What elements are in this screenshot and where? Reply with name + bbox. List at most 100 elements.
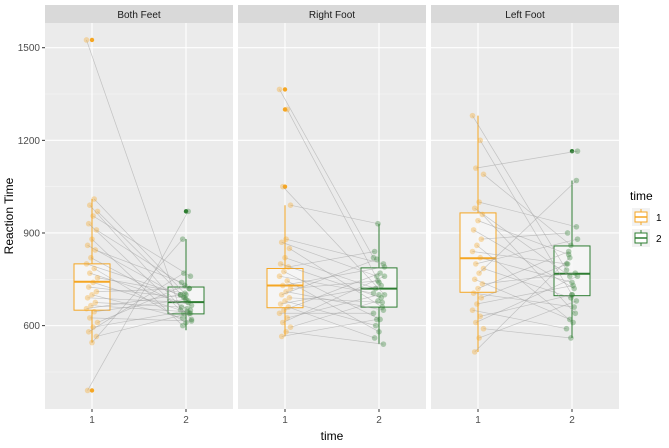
subject-pair-line xyxy=(97,285,186,323)
subject-pair-line xyxy=(483,268,572,299)
data-point-time-1 xyxy=(85,220,92,227)
subject-pair-line xyxy=(480,257,573,283)
data-point-time-2 xyxy=(188,318,195,324)
box-outlier-point xyxy=(89,388,95,393)
data-point-time-2 xyxy=(182,282,188,289)
data-point-time-2 xyxy=(563,267,570,273)
subject-pair-line xyxy=(89,272,192,306)
data-point-time-1 xyxy=(90,213,96,219)
subject-pair-line xyxy=(481,232,568,240)
data-point-time-2 xyxy=(184,305,190,312)
subject-pair-line xyxy=(289,297,383,303)
subject-pair-line xyxy=(289,248,383,308)
subject-pair-line xyxy=(288,251,375,268)
data-point-time-2 xyxy=(567,254,573,261)
data-point-time-1 xyxy=(281,268,287,275)
data-point-time-2 xyxy=(564,261,571,267)
subject-pair-line xyxy=(93,309,191,328)
data-point-time-2 xyxy=(375,278,381,284)
data-point-time-2 xyxy=(370,310,377,317)
data-point-time-1 xyxy=(89,339,95,346)
subject-pair-line xyxy=(87,211,189,391)
subject-pair-line xyxy=(288,306,375,339)
y-tick-label: 1500 xyxy=(18,43,41,54)
x-tick-label: 1 xyxy=(282,415,288,426)
data-point-time-1 xyxy=(283,288,289,295)
subject-pair-line xyxy=(290,300,379,328)
data-point-time-2 xyxy=(370,254,377,261)
data-point-time-2 xyxy=(564,230,571,236)
data-point-time-1 xyxy=(281,307,287,313)
box-outlier-point xyxy=(89,37,95,43)
subject-pair-line xyxy=(286,238,384,265)
subject-pair-line xyxy=(478,180,577,274)
x-tick-label: 1 xyxy=(89,415,95,426)
subject-pair-line xyxy=(474,257,571,353)
data-point-time-1 xyxy=(88,254,94,261)
data-point-time-1 xyxy=(87,270,93,276)
data-point-time-2 xyxy=(371,248,378,255)
subject-pair-line xyxy=(283,272,381,311)
data-point-time-2 xyxy=(381,264,388,270)
data-point-time-2 xyxy=(186,310,193,317)
data-point-time-2 xyxy=(567,273,573,280)
data-point-time-2 xyxy=(182,295,188,301)
data-point-time-1 xyxy=(287,324,294,330)
legend-label: 2 xyxy=(656,234,662,245)
subject-pair-line xyxy=(474,278,570,320)
subject-pair-line xyxy=(472,309,567,330)
data-point-time-1 xyxy=(94,274,101,281)
data-point-time-1 xyxy=(94,319,101,326)
data-point-time-1 xyxy=(282,254,288,261)
subject-pair-line xyxy=(86,39,181,311)
data-point-time-1 xyxy=(469,112,476,119)
data-point-time-2 xyxy=(380,261,387,267)
data-point-time-1 xyxy=(478,236,485,242)
data-point-time-1 xyxy=(469,248,476,255)
data-point-time-2 xyxy=(372,322,379,329)
data-point-time-2 xyxy=(573,177,580,184)
box-outlier-point xyxy=(282,107,288,112)
data-point-time-2 xyxy=(570,319,576,326)
box-body xyxy=(360,267,398,308)
data-point-time-2 xyxy=(573,224,580,230)
subject-pair-line xyxy=(473,292,575,308)
data-point-time-2 xyxy=(574,236,581,242)
data-point-time-1 xyxy=(480,325,487,332)
data-point-time-2 xyxy=(179,236,186,242)
data-point-time-2 xyxy=(185,208,191,215)
subject-pair-line xyxy=(96,288,190,293)
box-body xyxy=(73,263,111,311)
subject-pair-line xyxy=(286,331,384,345)
data-point-time-1 xyxy=(286,295,293,301)
legend-label: 1 xyxy=(656,213,662,224)
subject-pair-line xyxy=(281,241,377,277)
data-point-time-1 xyxy=(285,304,292,310)
data-point-time-2 xyxy=(179,322,186,329)
data-point-time-2 xyxy=(574,148,581,154)
subject-pair-line xyxy=(479,201,577,228)
data-point-time-1 xyxy=(276,310,283,317)
subject-pair-line xyxy=(472,115,567,271)
data-point-time-1 xyxy=(469,307,476,313)
data-point-time-1 xyxy=(90,279,96,286)
data-point-time-2 xyxy=(378,295,385,301)
data-point-time-2 xyxy=(565,251,572,258)
data-point-time-1 xyxy=(277,301,284,307)
box-outlier-point xyxy=(569,148,575,154)
data-point-time-1 xyxy=(93,333,100,340)
data-point-time-1 xyxy=(284,278,291,284)
data-point-time-1 xyxy=(278,333,285,340)
data-point-time-1 xyxy=(287,285,294,292)
data-point-time-1 xyxy=(471,276,478,283)
subject-pair-line xyxy=(282,186,385,295)
data-point-time-1 xyxy=(283,329,289,335)
subject-pair-line xyxy=(281,258,377,296)
subject-pair-line xyxy=(290,280,378,289)
data-point-time-1 xyxy=(287,202,294,208)
data-point-time-1 xyxy=(479,211,486,218)
subject-pair-line xyxy=(96,312,190,337)
data-point-time-2 xyxy=(567,316,573,323)
subject-pair-line xyxy=(290,204,378,225)
